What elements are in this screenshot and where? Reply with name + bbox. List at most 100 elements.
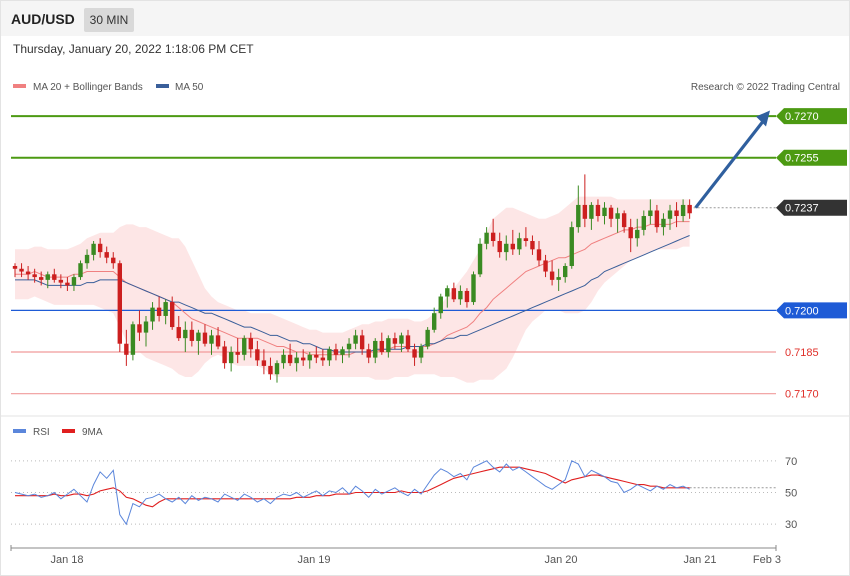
candle-body (530, 241, 535, 250)
ma20-legend-label: MA 20 + Bollinger Bands (33, 82, 143, 93)
candle (274, 360, 280, 383)
candle (117, 260, 122, 353)
candle-body (189, 329, 195, 341)
target-level-tag (776, 149, 847, 166)
moving-average-layer (15, 221, 690, 356)
candle (641, 210, 646, 236)
candle-body (353, 335, 358, 344)
candle-body (517, 238, 522, 250)
candle (52, 268, 57, 283)
candle-body (589, 204, 594, 219)
candle (366, 343, 371, 364)
candle-body (261, 360, 267, 366)
candle-body (52, 274, 57, 280)
rsi-tick-label: 70 (785, 456, 797, 468)
candle-body (143, 321, 149, 333)
copyright-label: Research © 2022 Trading Central (691, 82, 840, 93)
symbol-title: AUD/USD (11, 11, 75, 27)
candle (209, 329, 214, 355)
candle-body (621, 213, 627, 228)
candle (137, 310, 142, 341)
candle-body (432, 313, 437, 330)
candle (648, 199, 653, 225)
candle (65, 277, 70, 291)
candle-body (45, 274, 50, 280)
candle-body (399, 335, 404, 344)
candle (333, 343, 339, 361)
candle (104, 246, 109, 264)
candle (530, 235, 535, 255)
candle (170, 296, 175, 330)
candle-body (628, 227, 633, 239)
candle-body (563, 265, 568, 278)
candle-body (661, 218, 666, 228)
candle-body (504, 243, 509, 253)
candle (674, 202, 679, 228)
candle (71, 274, 77, 291)
candle-body (582, 204, 588, 219)
bollinger-band-layer (15, 196, 690, 383)
candle (327, 346, 332, 366)
candle (576, 185, 581, 233)
rsi-legend-label: RSI (33, 427, 50, 438)
candle (425, 327, 430, 350)
candle (458, 285, 463, 305)
candle (111, 252, 116, 269)
candle (477, 238, 483, 278)
support-level-label: 0.7170 (785, 389, 819, 401)
candle (523, 227, 529, 247)
candle-body (268, 365, 273, 375)
rsi-ma-legend-swatch (62, 429, 75, 433)
rsi-tick-label: 30 (785, 519, 797, 531)
candle (287, 343, 293, 366)
candle-body (635, 229, 640, 239)
candle-body (228, 352, 234, 364)
candle (58, 274, 64, 289)
candle (490, 218, 496, 247)
candle-body (294, 357, 299, 364)
candle-body (445, 288, 450, 297)
candle (621, 210, 627, 233)
support-level-label: 0.7185 (785, 347, 819, 359)
candle-body (202, 332, 208, 344)
candle (25, 265, 31, 280)
candle (183, 321, 188, 353)
candle-body (359, 335, 365, 350)
candle-body (91, 243, 96, 255)
candle (615, 207, 620, 233)
rsi-line (14, 460, 690, 526)
candle-body (84, 254, 90, 264)
candle (353, 329, 358, 350)
candle-body (12, 265, 18, 269)
candle (268, 357, 273, 380)
candle-body (471, 274, 476, 303)
candlestick-layer (12, 174, 692, 383)
candle (602, 202, 607, 225)
candle-body (425, 329, 430, 347)
rsi-tick-label: 50 (785, 488, 797, 500)
candle (124, 329, 129, 366)
rsi-legend-swatch (13, 429, 26, 433)
candle (438, 293, 443, 319)
candle (497, 232, 502, 258)
rsi-panel: 30 50 70 (11, 456, 797, 531)
candle-body (412, 349, 417, 358)
target-level-label: 0.7270 (785, 111, 819, 123)
candle-body (320, 357, 326, 361)
candle (150, 302, 155, 330)
candle (510, 229, 515, 255)
candle-body (543, 260, 548, 272)
candle (680, 199, 686, 222)
candle-body (458, 290, 463, 300)
candle (608, 204, 614, 228)
candle (242, 335, 247, 361)
candle-body (438, 296, 443, 314)
ma50-legend-label: MA 50 (175, 82, 204, 93)
candle-body (569, 227, 574, 266)
candle (222, 340, 227, 369)
target-level-tag (776, 108, 847, 125)
timeframe-button[interactable]: 30 MIN (84, 8, 134, 32)
candle (340, 346, 345, 364)
candle-body (648, 210, 653, 217)
